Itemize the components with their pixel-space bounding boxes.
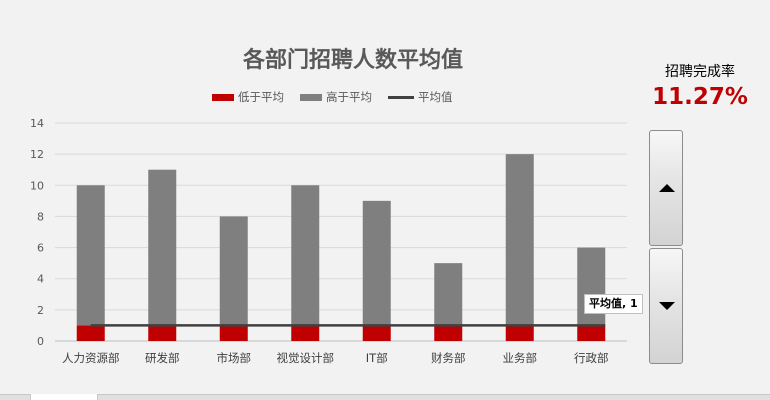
kpi-label: 招聘完成率 [665, 64, 735, 80]
spinner-up-button[interactable] [649, 130, 683, 246]
y-tick-label: 2 [37, 304, 44, 317]
bars [76, 154, 606, 341]
legend-swatch-line [388, 95, 414, 99]
y-tick-label: 12 [30, 148, 44, 161]
triangle-up-icon [659, 184, 675, 192]
bar-above-average [148, 169, 177, 326]
bar-above-average [505, 154, 534, 326]
x-tick-label: 财务部 [431, 351, 466, 365]
y-axis: 0 2 4 6 8 10 12 14 [30, 117, 44, 348]
x-tick-label: 业务部 [503, 351, 538, 365]
x-axis: 人力资源部 研发部 市场部 视觉设计部 IT部 财务部 业务部 行政部 [62, 351, 609, 365]
legend-item-below-average: 低于平均 [212, 89, 284, 105]
bar-below-average [148, 325, 177, 341]
y-tick-label: 0 [37, 335, 44, 348]
bar-below-average [291, 325, 320, 341]
legend-item-above-average: 高于平均 [300, 89, 372, 105]
bar-above-average [219, 216, 248, 326]
chart-title: 各部门招聘人数平均值 [242, 48, 463, 73]
average-data-label: 平均值, 1 [584, 294, 643, 314]
legend-label-below-average: 低于平均 [238, 90, 284, 104]
bar-below-average [362, 325, 391, 341]
bar-above-average [434, 263, 463, 326]
bar-above-average [362, 200, 391, 326]
sheet-tab[interactable] [30, 394, 98, 400]
legend-item-average: 平均值 [388, 89, 453, 105]
y-tick-label: 4 [37, 273, 44, 286]
triangle-down-icon [659, 302, 675, 310]
bar-above-average [291, 185, 320, 326]
x-tick-label: 视觉设计部 [277, 351, 335, 365]
bar-below-average [505, 325, 534, 341]
bar-below-average [76, 325, 105, 341]
y-tick-label: 6 [37, 242, 44, 255]
legend-label-above-average: 高于平均 [326, 90, 372, 104]
bar-below-average [219, 325, 248, 341]
y-tick-label: 8 [37, 210, 44, 223]
legend-swatch-red [212, 93, 234, 101]
x-tick-label: 研发部 [145, 351, 180, 365]
y-tick-label: 10 [30, 179, 44, 192]
legend: 低于平均 高于平均 平均值 [212, 89, 469, 105]
gridlines [55, 122, 627, 342]
spinner-down-button[interactable] [649, 248, 683, 364]
kpi-value: 11.27% [652, 84, 748, 110]
x-tick-label: 人力资源部 [62, 351, 120, 365]
legend-swatch-gray [300, 93, 322, 101]
legend-label-average: 平均值 [418, 90, 453, 104]
x-tick-label: 行政部 [574, 351, 609, 365]
x-tick-label: IT部 [366, 351, 388, 365]
y-tick-label: 14 [30, 117, 44, 130]
bar-below-average [434, 325, 463, 341]
bar-above-average [76, 185, 105, 326]
sheet-tab-bar [0, 394, 770, 400]
bar-below-average [577, 325, 606, 341]
x-tick-label: 市场部 [217, 351, 252, 365]
